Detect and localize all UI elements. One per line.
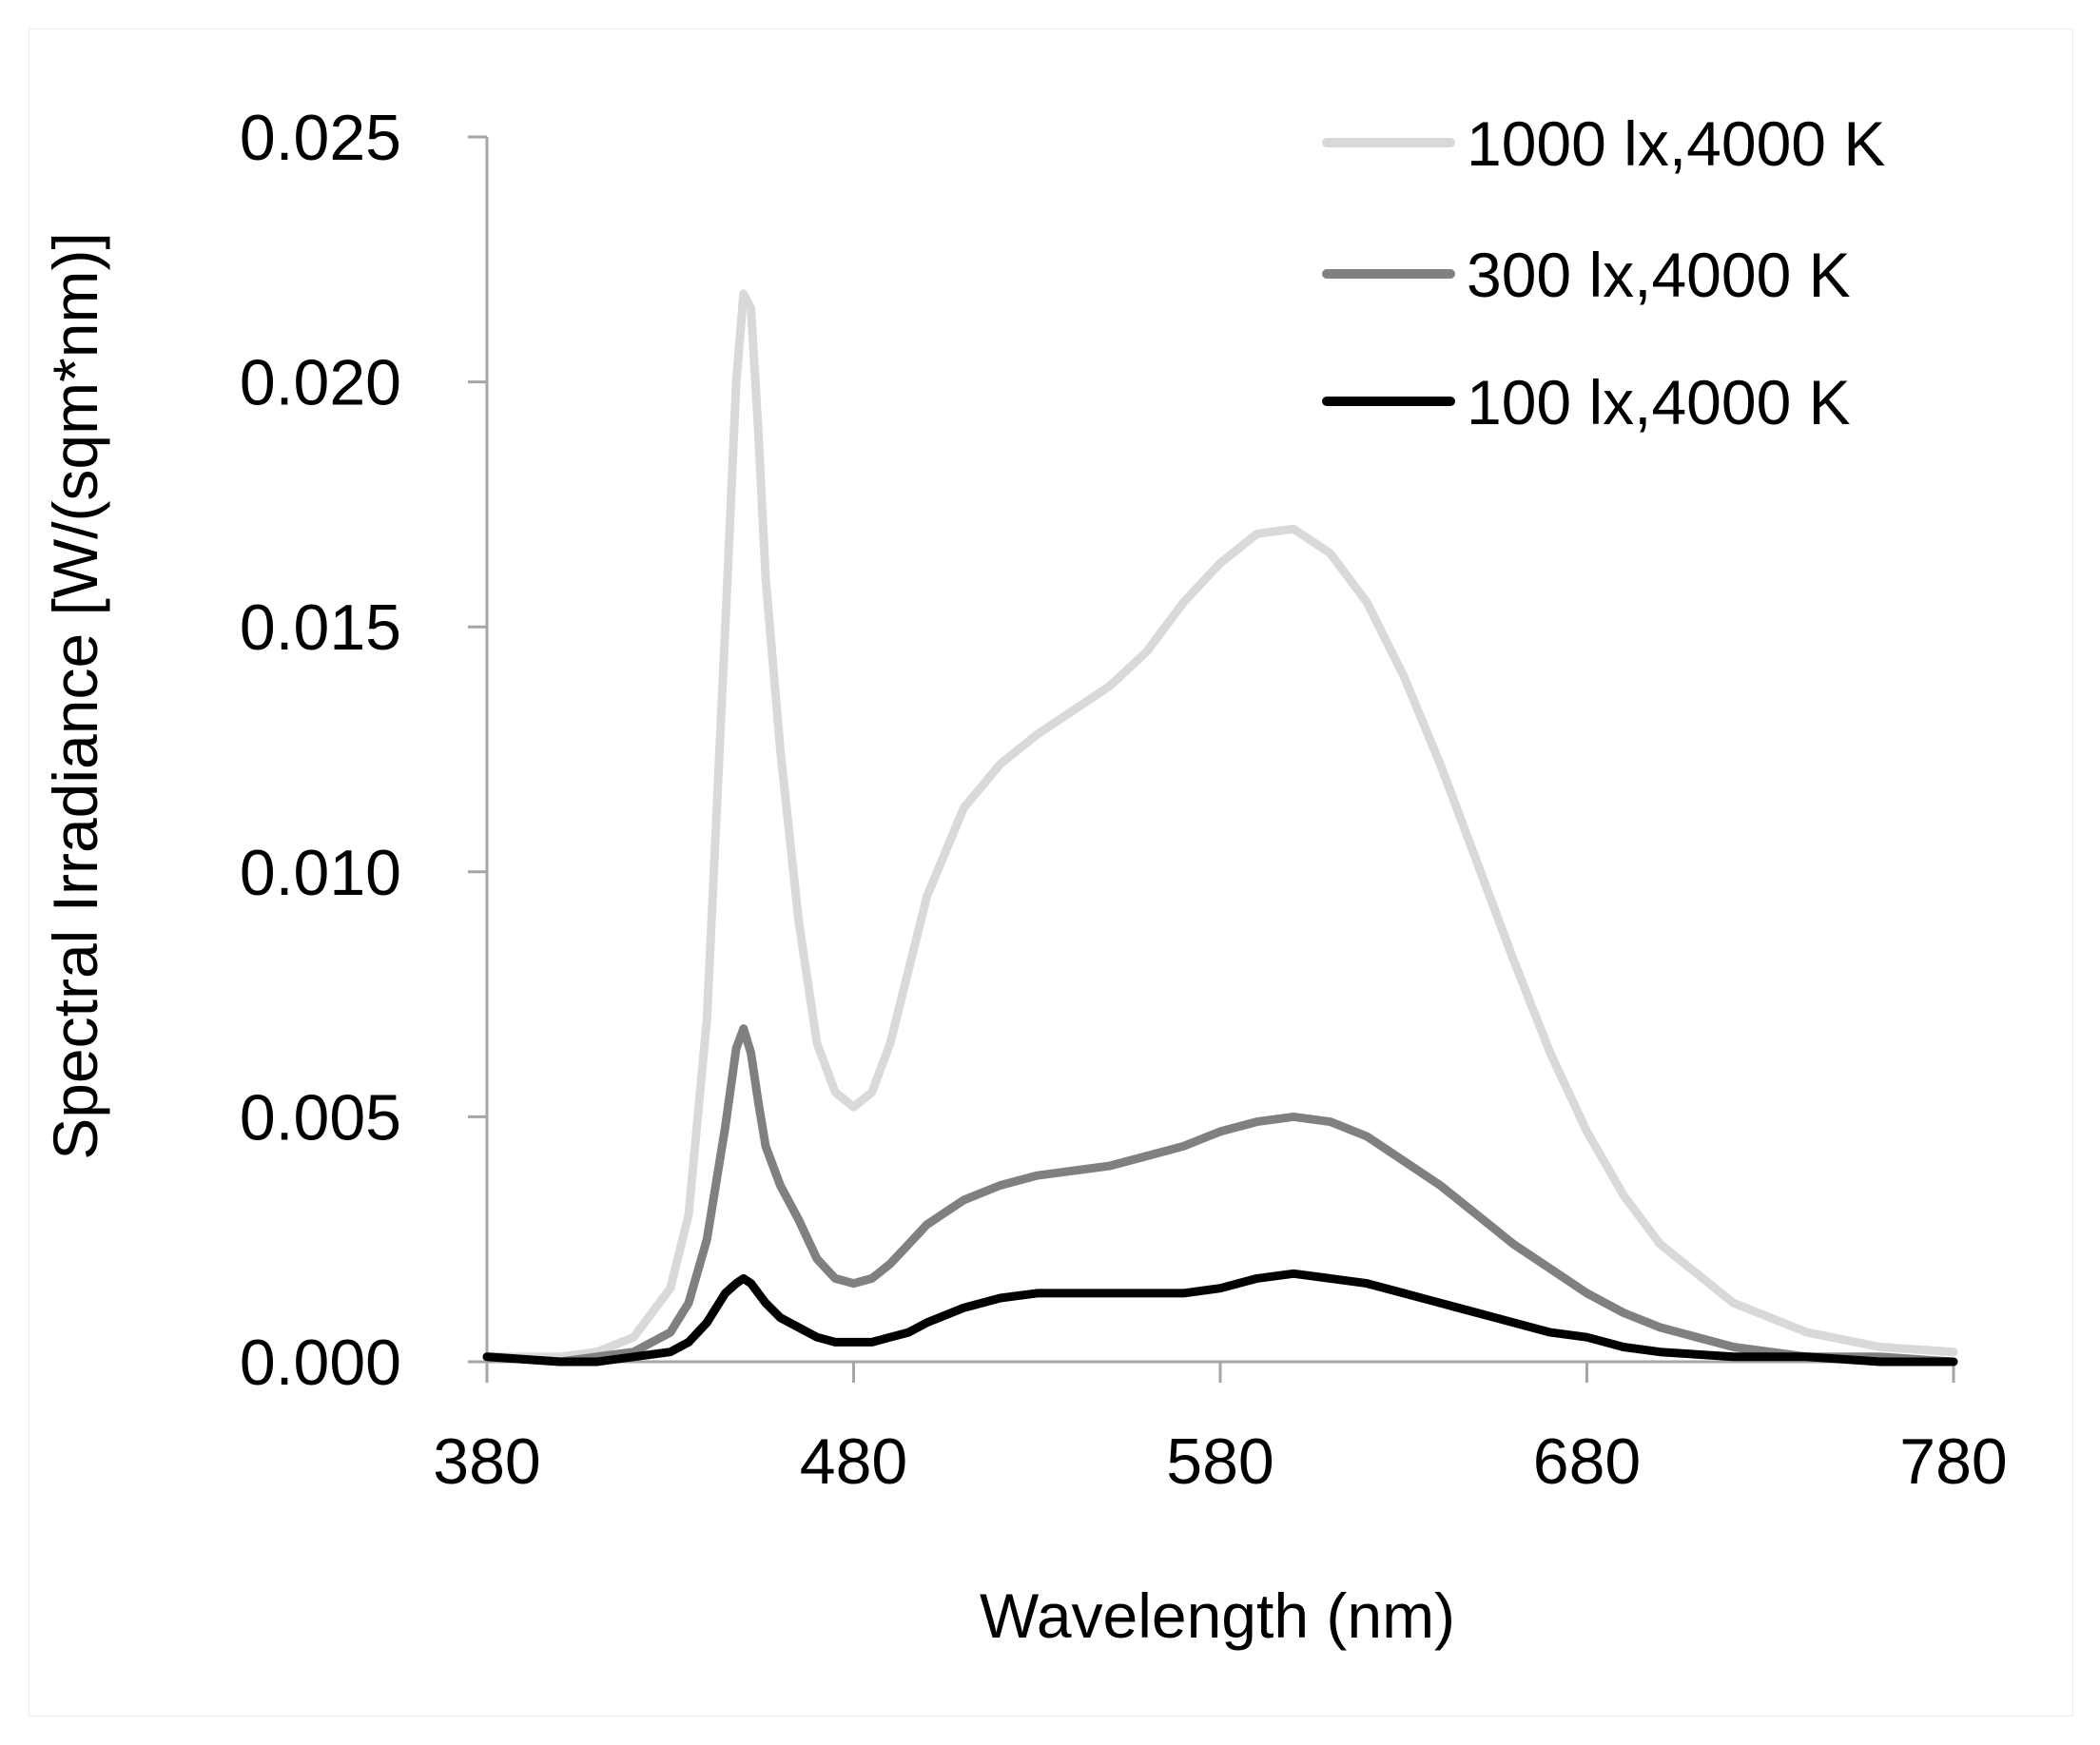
chart-frame: [29, 29, 2073, 1716]
x-ticks: 380 480 580 680 780: [433, 1362, 2008, 1498]
series-line-3: [482, 1269, 1958, 1367]
x-axis-title: Wavelength (nm): [980, 1580, 1455, 1651]
legend: 1000 lx,4000 K 300 lx,4000 K 100 lx,4000 K: [1322, 108, 1885, 437]
axes: [485, 137, 1954, 1364]
y-tick-label: 0.020: [240, 347, 401, 419]
legend-label-1: 1000 lx,4000 K: [1467, 108, 1885, 179]
y-tick-label: 0.025: [240, 102, 401, 174]
y-axis-title: Spectral Irradiance [W/(sqm*nm)]: [40, 232, 110, 1160]
y-tick-label: 0.015: [240, 591, 401, 664]
y-tick-label: 0.005: [240, 1081, 401, 1154]
legend-label-2: 300 lx,4000 K: [1467, 240, 1851, 310]
y-tick-label: 0.000: [240, 1327, 401, 1399]
x-tick-label: 780: [1899, 1425, 2007, 1498]
x-tick-label: 380: [433, 1425, 540, 1498]
series-line-1: [482, 289, 1958, 1362]
y-ticks: 0.000 0.005 0.010 0.015 0.020 0.025: [240, 102, 487, 1399]
x-tick-label: 580: [1166, 1425, 1274, 1498]
y-tick-label: 0.010: [240, 837, 401, 909]
series-line-2: [482, 1024, 1958, 1367]
x-tick-label: 680: [1533, 1425, 1641, 1498]
x-tick-label: 480: [800, 1425, 907, 1498]
series-lines: [482, 289, 1958, 1367]
legend-label-3: 100 lx,4000 K: [1467, 367, 1851, 437]
